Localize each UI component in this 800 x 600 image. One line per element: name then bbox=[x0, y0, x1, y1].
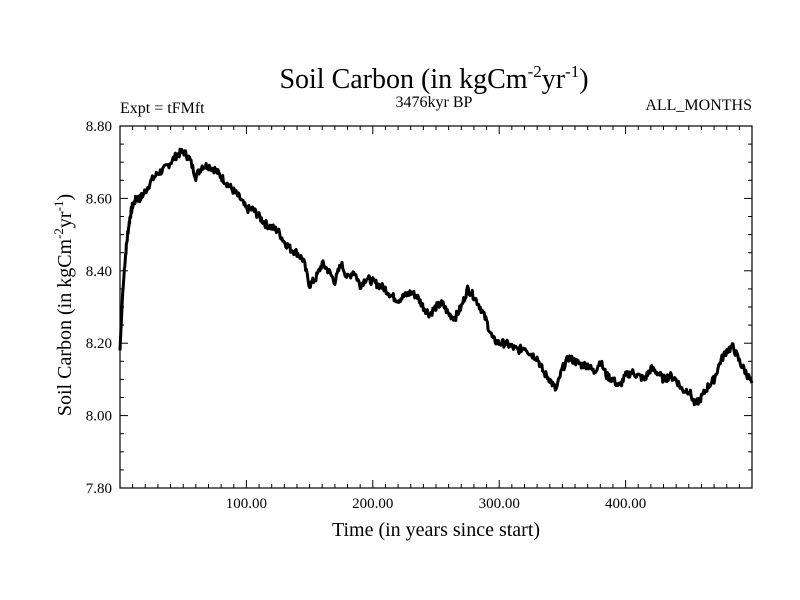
x-axis-tick-labels: 100.00 200.00 300.00 400.00 bbox=[226, 496, 646, 512]
y-tick-label: 8.20 bbox=[86, 336, 112, 352]
subtitle-months: ALL_MONTHS bbox=[645, 97, 752, 114]
y-axis-tick-labels: 7.80 8.00 8.20 8.40 8.60 8.80 bbox=[86, 119, 112, 497]
x-axis-ticks bbox=[132, 126, 740, 488]
y-tick-label: 8.80 bbox=[86, 119, 112, 135]
x-tick-label: 300.00 bbox=[479, 496, 520, 512]
x-axis-label: Time (in years since start) bbox=[332, 519, 540, 541]
x-tick-label: 400.00 bbox=[605, 496, 646, 512]
x-tick-label: 100.00 bbox=[226, 496, 267, 512]
y-tick-label: 7.80 bbox=[86, 481, 112, 497]
series-line-soil-carbon bbox=[118, 147, 754, 407]
y-tick-label: 8.40 bbox=[86, 264, 112, 280]
y-axis-label: Soil Carbon (in kgCm-2yr-1) bbox=[51, 194, 76, 416]
chart-title: Soil Carbon (in kgCm-2yr-1) bbox=[279, 62, 588, 95]
x-tick-label: 200.00 bbox=[352, 496, 393, 512]
y-axis-ticks bbox=[120, 143, 752, 471]
subtitle-expt: Expt = tFMft bbox=[120, 100, 205, 117]
y-tick-label: 8.60 bbox=[86, 191, 112, 207]
y-tick-label: 8.00 bbox=[86, 409, 112, 425]
subtitle-period: 3476kyr BP bbox=[396, 94, 473, 111]
